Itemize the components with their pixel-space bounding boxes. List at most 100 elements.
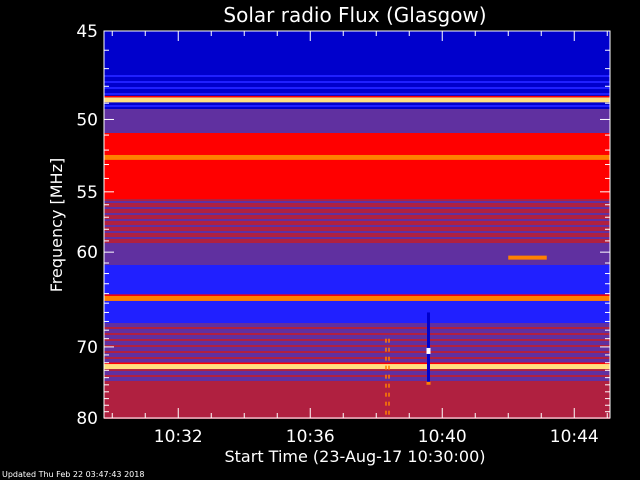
heatmap-row [104, 405, 610, 407]
heatmap-row [104, 43, 610, 45]
x-tick-label: 10:44 [550, 427, 599, 447]
heatmap-row [104, 339, 610, 341]
heatmap-row [104, 149, 610, 151]
heatmap-row [104, 233, 610, 235]
y-axis-label: Frequency [MHz] [47, 158, 66, 292]
heatmap-row [104, 179, 610, 181]
heatmap-row [104, 377, 610, 379]
heatmap-row [104, 181, 610, 183]
heatmap-row [104, 87, 610, 89]
y-tick-label: 60 [76, 243, 98, 263]
noise-burst-dash [388, 401, 390, 406]
heatmap-row [104, 283, 610, 285]
heatmap-row [104, 73, 610, 75]
heatmap-row [104, 309, 610, 311]
heatmap-row [104, 41, 610, 43]
heatmap-row [104, 387, 610, 389]
updated-timestamp: Updated Thu Feb 22 03:47:43 2018 [2, 470, 145, 479]
noise-burst-dash [388, 392, 390, 397]
heatmap-row [104, 221, 610, 223]
heatmap-row [104, 217, 610, 219]
heatmap-row [104, 117, 610, 119]
heatmap-row [104, 325, 610, 327]
heatmap-row [104, 247, 610, 249]
heatmap-row [104, 275, 610, 277]
heatmap-row [104, 347, 610, 349]
chart-title: Solar radio Flux (Glasgow) [223, 3, 486, 27]
heatmap-row [104, 49, 610, 51]
heatmap-row [104, 123, 610, 125]
y-tick-label: 45 [76, 22, 98, 42]
heatmap-row [104, 229, 610, 231]
heatmap-row [104, 241, 610, 243]
heatmap-row [104, 67, 610, 69]
heatmap-row [104, 47, 610, 49]
noise-burst-tail [426, 381, 431, 385]
interference-band-edge [104, 294, 610, 296]
heatmap-row [104, 105, 610, 107]
heatmap-row [104, 369, 610, 371]
heatmap-row [104, 231, 610, 233]
heatmap-row [104, 235, 610, 237]
heatmap-row [104, 245, 610, 247]
noise-burst-dash [388, 410, 390, 415]
heatmap-row [104, 129, 610, 131]
x-tick-label: 10:36 [286, 427, 335, 447]
heatmap-row [104, 151, 610, 153]
heatmap-row [104, 215, 610, 217]
heatmap-row [104, 273, 610, 275]
noise-burst-dash [388, 374, 390, 379]
heatmap-row [104, 175, 610, 177]
heatmap-row [104, 199, 610, 201]
heatmap-row [104, 407, 610, 409]
heatmap-row [104, 287, 610, 289]
heatmap-row [104, 411, 610, 413]
heatmap-row [104, 183, 610, 185]
heatmap-row [104, 403, 610, 405]
heatmap-row [104, 89, 610, 91]
heatmap-row [104, 33, 610, 35]
heatmap-row [104, 177, 610, 179]
heatmap-row [104, 351, 610, 353]
heatmap-row [104, 355, 610, 357]
y-tick-label: 80 [76, 409, 98, 429]
heatmap-row [104, 389, 610, 391]
heatmap-row [104, 85, 610, 87]
heatmap-row [104, 267, 610, 269]
heatmap-row [104, 187, 610, 189]
heatmap-row [104, 39, 610, 41]
heatmap-row [104, 261, 610, 263]
heatmap-row [104, 77, 610, 79]
heatmap-row [104, 329, 610, 331]
heatmap-row [104, 63, 610, 65]
heatmap-row [104, 207, 610, 209]
heatmap-row [104, 31, 610, 33]
heatmap-row [104, 331, 610, 333]
heatmap-row [104, 135, 610, 137]
heatmap-row [104, 107, 610, 109]
heatmap-row [104, 83, 610, 85]
interference-band [104, 97, 610, 103]
x-tick-label: 10:32 [154, 427, 203, 447]
interference-band-edge [104, 95, 610, 98]
x-tick-label: 10:40 [418, 427, 467, 447]
heatmap-row [104, 301, 610, 303]
heatmap-row [104, 79, 610, 81]
heatmap-row [104, 69, 610, 71]
y-tick-label: 55 [76, 183, 98, 203]
interference-band [104, 154, 610, 160]
heatmap-row [104, 257, 610, 259]
heatmap-row [104, 391, 610, 393]
heatmap-row [104, 353, 610, 355]
heatmap-row [104, 269, 610, 271]
heatmap-row [104, 53, 610, 55]
heatmap-row [104, 55, 610, 57]
heatmap-row [104, 381, 610, 383]
heatmap-row [104, 395, 610, 397]
heatmap-row [104, 335, 610, 337]
heatmap-row [104, 131, 610, 133]
heatmap-row [104, 379, 610, 381]
noise-burst-dash [385, 410, 387, 415]
heatmap-row [104, 113, 610, 115]
